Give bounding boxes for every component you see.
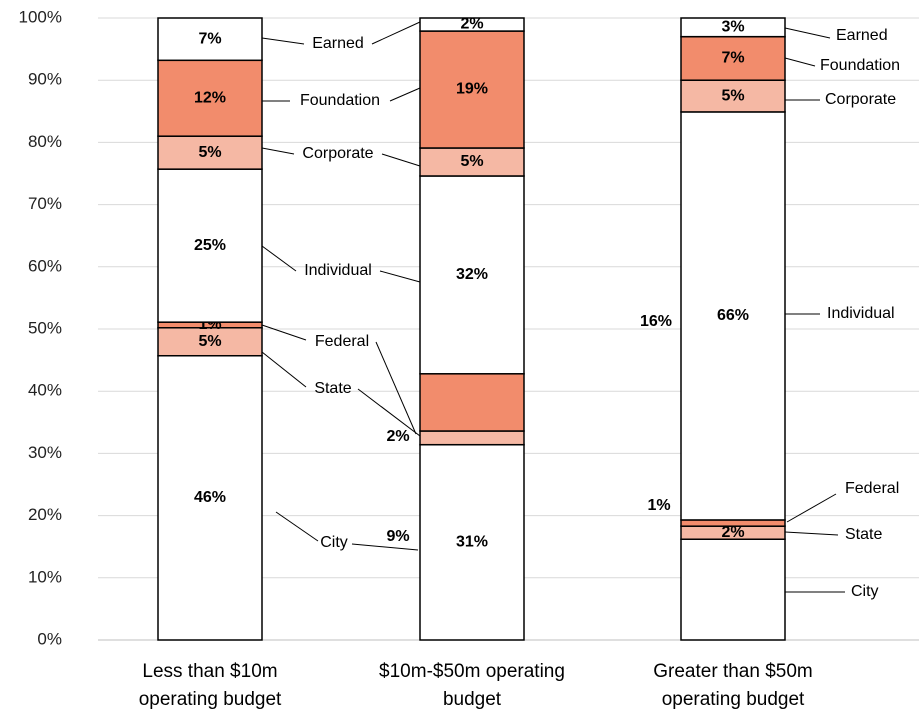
callout-label: Individual [304, 262, 372, 279]
leader-line [784, 27, 831, 39]
callout-label: City [851, 583, 879, 600]
bar-segment [419, 373, 525, 432]
bar-segment [157, 168, 263, 323]
bar-segment [680, 519, 786, 527]
bar-segment [419, 443, 525, 641]
callout-label: City [320, 534, 348, 551]
leader-line [375, 341, 417, 435]
leader-line [389, 87, 421, 102]
leader-line [261, 147, 295, 155]
value-label: 46% [194, 489, 226, 506]
y-tick-label: 0% [37, 629, 62, 648]
bar-segment [680, 17, 786, 38]
value-label: 12% [194, 89, 226, 106]
bar-segment [419, 30, 525, 149]
leader-line [261, 37, 305, 45]
value-label: 9% [386, 528, 409, 545]
leader-line [261, 351, 307, 388]
leader-line [381, 153, 421, 167]
value-label: 1% [647, 497, 670, 514]
callout-label: Federal [845, 480, 899, 497]
bar-segment [419, 17, 525, 32]
y-tick-label: 70% [28, 194, 62, 213]
bar-segment [157, 59, 263, 137]
bar-segment [680, 79, 786, 113]
leader-line [275, 511, 319, 542]
value-label: 7% [198, 30, 221, 47]
leader-line [371, 21, 421, 45]
bar-segment [419, 147, 525, 177]
callout-label: Earned [312, 35, 364, 52]
callout-label: Foundation [300, 92, 380, 109]
leader-line [784, 531, 839, 536]
bar-segment [419, 175, 525, 375]
callout-label: Individual [827, 305, 895, 322]
bar-segment [419, 430, 525, 446]
x-tick-label: Greater than $50m operating budget [653, 661, 813, 710]
bar-segment [680, 111, 786, 521]
value-label: 2% [721, 524, 744, 541]
bar-segment [680, 538, 786, 641]
leader-line [351, 543, 419, 551]
value-label: 31% [456, 534, 488, 551]
value-label: 5% [460, 153, 483, 170]
leader-line [357, 388, 421, 437]
value-label: 7% [721, 50, 744, 67]
leader-line [261, 245, 297, 272]
bar-segment [680, 35, 786, 81]
callout-label: Corporate [302, 145, 373, 162]
y-tick-label: 100% [19, 7, 62, 26]
x-tick-label: $10m-$50m operating budget [379, 661, 565, 710]
y-tick-label: 50% [28, 318, 62, 337]
callout-label: Federal [315, 333, 369, 350]
y-tick-label: 10% [28, 567, 62, 586]
value-label: 16% [640, 313, 672, 330]
y-tick-label: 40% [28, 381, 62, 400]
y-tick-label: 60% [28, 256, 62, 275]
value-label: 19% [456, 81, 488, 98]
y-tick-label: 90% [28, 70, 62, 89]
value-label: 32% [456, 266, 488, 283]
x-tick-label: Less than $10m operating budget [138, 661, 282, 710]
bar-segment [157, 135, 263, 170]
leader-line [261, 324, 307, 341]
callout-label: Foundation [820, 57, 900, 74]
value-label: 2% [386, 428, 409, 445]
value-label: 2% [460, 16, 483, 33]
bar-segment [157, 17, 263, 62]
value-label: 5% [198, 144, 221, 161]
value-label: 3% [721, 19, 744, 36]
callout-label: Earned [836, 27, 888, 44]
bar-segment [157, 354, 263, 641]
value-label: 5% [721, 87, 744, 104]
y-tick-label: 80% [28, 132, 62, 151]
leader-line [784, 57, 816, 67]
callout-label: State [314, 380, 351, 397]
value-label: 25% [194, 237, 226, 254]
callout-label: Corporate [825, 91, 896, 108]
y-tick-label: 20% [28, 505, 62, 524]
leader-line [379, 270, 421, 283]
value-label: 66% [717, 307, 749, 324]
value-label: 5% [198, 333, 221, 350]
callout-label: State [845, 526, 882, 543]
leader-line [786, 493, 837, 523]
bar-segment [157, 327, 263, 357]
y-tick-label: 30% [28, 443, 62, 462]
